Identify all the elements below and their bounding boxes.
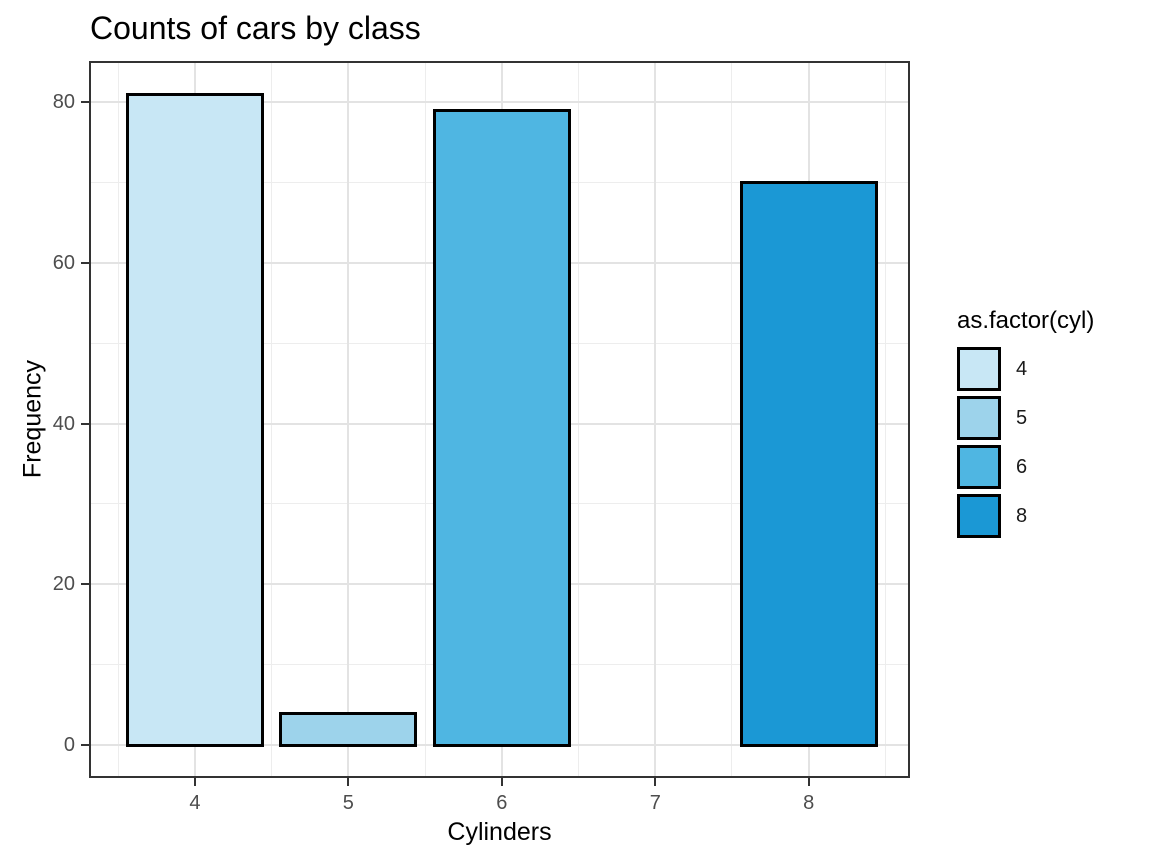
gridline-minor-x	[271, 61, 273, 778]
legend-label-5: 5	[1016, 406, 1028, 429]
legend-entry-8: 8	[957, 494, 1094, 538]
x-tick-label: 6	[496, 792, 508, 814]
legend-swatch-5	[957, 396, 1001, 440]
legend-swatch-4	[957, 347, 1001, 391]
y-axis-title: Frequency	[18, 359, 47, 479]
bar-cyl-4	[125, 92, 264, 748]
bar-cyl-5	[279, 712, 418, 748]
x-axis-title: Cylinders	[447, 818, 552, 846]
gridline-major-y	[89, 100, 910, 103]
y-tick	[81, 744, 89, 747]
x-tick	[807, 778, 810, 786]
bar-cyl-8	[739, 181, 878, 748]
y-tick-label: 80	[52, 90, 75, 113]
legend-swatch-8	[957, 494, 1001, 538]
x-tick	[193, 778, 196, 786]
x-tick-label: 7	[649, 792, 661, 814]
gridline-major-x	[347, 61, 350, 778]
gridline-major-x	[654, 61, 657, 778]
x-tick-label: 4	[189, 792, 201, 814]
legend-entries: 4 5 6 8	[957, 347, 1094, 538]
y-tick	[81, 422, 89, 425]
y-tick	[81, 100, 89, 103]
y-tick-label: 20	[52, 573, 75, 596]
gridline-minor-x	[731, 61, 733, 778]
plot-panel	[89, 61, 910, 778]
chart-title: Counts of cars by class	[90, 10, 421, 46]
y-tick-label: 0	[63, 734, 75, 757]
x-tick	[500, 778, 503, 786]
gridline-minor-x	[424, 61, 426, 778]
gridline-minor-x	[578, 61, 580, 778]
legend-entry-5: 5	[957, 396, 1094, 440]
bar-cyl-6	[432, 108, 571, 748]
legend-label-8: 8	[1016, 504, 1028, 527]
y-tick	[81, 261, 89, 264]
x-tick	[654, 778, 657, 786]
x-tick	[347, 778, 350, 786]
legend-label-6: 6	[1016, 455, 1028, 478]
x-tick-label: 8	[803, 792, 815, 814]
y-tick-label: 60	[52, 251, 75, 274]
legend-swatch-6	[957, 445, 1001, 489]
legend: as.factor(cyl) 4 5 6 8	[957, 306, 1094, 538]
x-tick-label: 5	[342, 792, 354, 814]
y-tick	[81, 583, 89, 586]
legend-title: as.factor(cyl)	[957, 307, 1095, 334]
gridline-minor-x	[117, 61, 119, 778]
gridline-minor-x	[884, 61, 886, 778]
legend-label-4: 4	[1016, 357, 1028, 380]
legend-entry-4: 4	[957, 347, 1094, 391]
legend-entry-6: 6	[957, 445, 1094, 489]
y-tick-label: 40	[52, 412, 75, 435]
